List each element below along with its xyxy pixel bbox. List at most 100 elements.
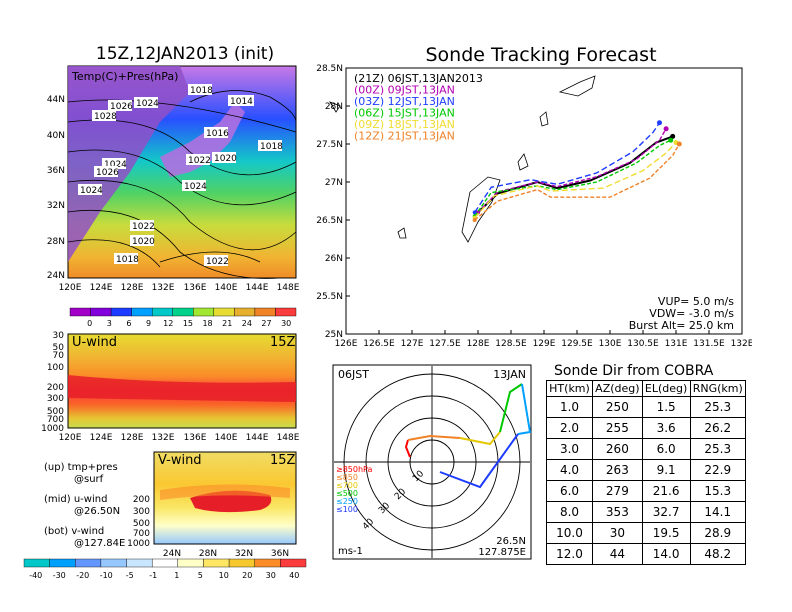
table-cell: 250 — [592, 396, 643, 418]
colorbar-swatch — [254, 307, 276, 317]
table-cell: 3.6 — [641, 417, 691, 439]
x-tick-label: 132E — [731, 339, 752, 349]
colorbar-swatch — [177, 558, 204, 568]
colorbar-tick: -5 — [126, 571, 134, 580]
lat-tick: 44N — [47, 95, 65, 105]
map-overlay-label: Temp(C)+Pres(hPa) — [71, 70, 178, 83]
table-header: HT(km) — [546, 380, 593, 397]
table-cell: 22.9 — [689, 459, 746, 481]
svg-text:50: 50 — [53, 343, 65, 353]
colorbar-tick: -40 — [29, 571, 42, 580]
svg-text:128E: 128E — [121, 433, 144, 443]
svg-text:136E: 136E — [184, 433, 207, 443]
svg-text:200: 200 — [133, 495, 150, 505]
table-cell: 1.5 — [641, 396, 691, 418]
table-cell: 25.3 — [689, 396, 746, 418]
table-row: 6.0 279 21.6 15.3 — [546, 480, 746, 502]
lat-tick: 28N — [47, 237, 65, 247]
colorbar-swatch — [234, 307, 256, 317]
note-bot-level: @127.84E — [74, 538, 126, 549]
x-tick-label: 127E — [401, 339, 424, 349]
colorbar-tick: 18 — [202, 319, 212, 328]
svg-text:≤100: ≤100 — [336, 505, 358, 514]
y-tick-label: 26.5N — [316, 216, 343, 226]
uwind-label: U-wind — [72, 335, 117, 350]
colorbar-swatch — [193, 307, 215, 317]
svg-text:140E: 140E — [215, 433, 238, 443]
svg-text:24N: 24N — [163, 549, 181, 559]
table-cell: 48.2 — [689, 543, 746, 565]
vwind-label: V-wind — [158, 453, 202, 468]
lon-tick: 124E — [90, 283, 113, 293]
svg-text:300: 300 — [47, 394, 64, 404]
svg-text:500: 500 — [133, 519, 150, 529]
colorbar-swatch — [126, 558, 153, 568]
colorbar-tick: 30 — [266, 571, 276, 580]
track-end-point — [668, 137, 674, 143]
table-cell: 15.3 — [689, 480, 746, 502]
table-cell: 21.6 — [641, 480, 691, 502]
svg-text:100: 100 — [47, 363, 64, 373]
track-end-point — [657, 120, 662, 126]
table-row: 8.0 353 32.7 14.1 — [546, 501, 746, 523]
chart-title: Sonde Tracking Forecast — [425, 44, 657, 66]
svg-text:36N: 36N — [271, 549, 289, 559]
svg-text:1000: 1000 — [41, 424, 64, 434]
svg-text:30: 30 — [53, 331, 65, 341]
colorbar-tick: 15 — [183, 319, 193, 328]
table-row: 4.0 263 9.1 22.9 — [546, 459, 746, 481]
lon-tick: 140E — [215, 283, 238, 293]
table-row: 12.0 44 14.0 48.2 — [546, 543, 746, 565]
colorbar-tick: 12 — [163, 319, 173, 328]
svg-text:≤500: ≤500 — [336, 489, 358, 498]
colorbar-tick: -30 — [53, 571, 66, 580]
table-cell: 19.5 — [641, 522, 691, 544]
svg-text:1022: 1022 — [132, 222, 155, 232]
lat-tick: 40N — [47, 131, 65, 141]
svg-text:148E: 148E — [277, 433, 300, 443]
table-cell: 44 — [592, 543, 643, 565]
sonde-table: HT(km) AZ(deg) EL(deg) RNG(km) 1.0 250 1.5 25.… — [546, 380, 746, 565]
pressure-labels: 1018 1026 1024 1014 1028 1016 1018 1024 … — [78, 84, 283, 267]
polar-lat: 26.5N — [496, 536, 526, 547]
table-cell: 28.9 — [689, 522, 746, 544]
table-cell: 2.0 — [546, 417, 593, 439]
colorbar-swatch — [151, 307, 173, 317]
sonde-table-wrap: HT(km) AZ(deg) EL(deg) RNG(km) 1.0 250 1.5 25.… — [546, 380, 746, 565]
sonde-table-title: Sonde Dir from COBRA — [554, 363, 714, 379]
track-series-line — [474, 143, 680, 221]
svg-text:124E: 124E — [90, 433, 113, 443]
table-cell: 6.0 — [641, 438, 691, 460]
svg-text:32N: 32N — [235, 549, 253, 559]
svg-text:700: 700 — [133, 529, 150, 539]
colorbar-tick: 5 — [198, 571, 203, 580]
table-cell: 12.0 — [546, 543, 593, 565]
x-tick-label: 128E — [467, 339, 490, 349]
x-tick-label: 126E — [335, 339, 358, 349]
vwind-panel: V-wind 15Z 200 300 500 700 1000 24N 28N … — [127, 451, 297, 559]
colorbar-swatch — [110, 307, 132, 317]
polar-panel: 06JST 13JAN ≥850hPa ≤850 ≤700 ≤500 ≤250 … — [332, 364, 532, 560]
colorbar-tick: 40 — [289, 571, 299, 580]
svg-text:1028: 1028 — [94, 112, 117, 122]
table-cell: 32.7 — [641, 501, 691, 523]
legend-entry: (00Z) 09JST,13JAN — [354, 84, 455, 97]
lat-tick: 24N — [47, 271, 65, 281]
lon-tick: 132E — [152, 283, 175, 293]
y-tick-label: 25N — [325, 330, 343, 340]
vdw-annotation: VDW= -3.0 m/s — [649, 307, 734, 320]
colorbar-swatch — [75, 558, 102, 568]
table-header: EL(deg) — [641, 380, 691, 397]
colorbar-swatch — [69, 307, 91, 317]
svg-text:1018: 1018 — [190, 86, 213, 96]
polar-lon: 127.875E — [478, 547, 526, 558]
table-cell: 6.0 — [546, 480, 593, 502]
table-cell: 255 — [592, 417, 643, 439]
lat-tick: 36N — [47, 166, 65, 176]
colorbar-tick: 10 — [219, 571, 229, 580]
uwind-time: 15Z — [270, 335, 296, 350]
y-tick-label: 25.5N — [316, 292, 343, 302]
pressure-legend: ≥850hPa ≤850 ≤700 ≤500 ≤250 ≤100 — [336, 465, 373, 514]
x-tick-label: 131E — [665, 339, 688, 349]
colorbar-tick: -20 — [76, 571, 89, 580]
